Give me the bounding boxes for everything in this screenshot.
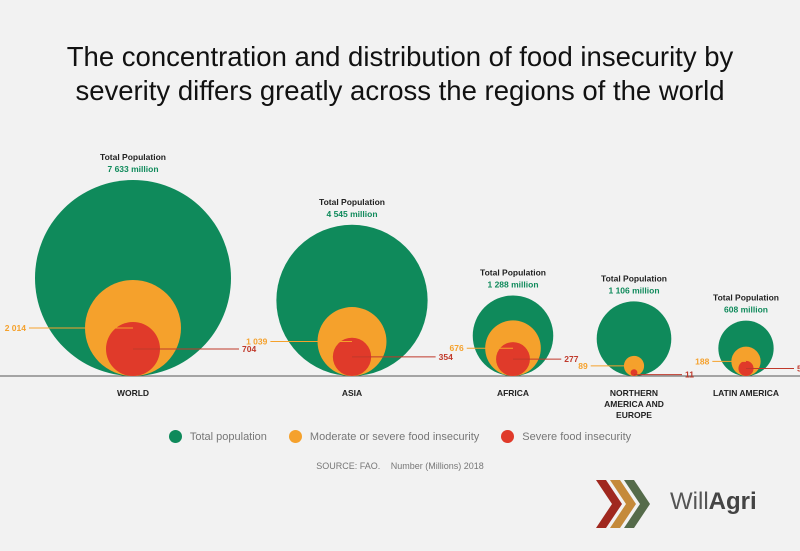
value-severe-world: 704 [242,344,256,354]
source-prefix: SOURCE: FAO. [316,461,381,471]
legend-swatch-severe [501,430,515,443]
chart-title: The concentration and distribution of fo… [0,40,800,108]
region-label-africa: AFRICA [497,388,529,398]
legend-item-moderate: Moderate or severe food insecurity [288,430,480,443]
total-value-asia: 4 545 million [326,209,377,219]
total-value-latin-america: 608 million [724,305,768,315]
bubble-total-asia [276,224,428,376]
region-label-world: WORLD [117,388,149,398]
chart-title-line-1: The concentration and distribution of fo… [66,41,734,72]
brand-name-part-1: Will [670,488,709,515]
source-note: SOURCE: FAO. Number (Millions) 2018 [0,461,800,471]
legend-label-total: Total population [189,430,267,443]
value-moderate-world: 2 014 [5,323,27,333]
legend-swatch-moderate [288,430,302,443]
total-value-africa: 1 288 million [487,279,538,289]
bubble-total-northern-america-and-europe [596,301,672,376]
legend-label-severe: Severe food insecurity [522,430,632,443]
region-label-northern-america-and-europe-line-2: AMERICA AND [604,399,664,409]
region-label-asia: ASIA [342,388,362,398]
total-label-northern-america-and-europe: Total Population [601,273,667,283]
total-label-africa: Total Population [480,267,546,277]
value-moderate-asia: 1 039 [246,337,268,347]
value-moderate-latin-america: 188 [695,356,709,366]
value-moderate-northern-america-and-europe: 89 [578,361,588,371]
value-severe-northern-america-and-europe: 11 [685,370,694,380]
value-severe-asia: 354 [439,352,453,362]
legend-item-total: Total population [168,430,267,443]
region-label-northern-america-and-europe-line-1: NORTHERN [610,388,658,398]
brand-logo: WillAgri [592,472,792,532]
total-label-world: Total Population [100,152,166,162]
bubble-total-world [35,180,231,376]
legend-item-severe: Severe food insecurity [501,430,631,443]
region-label-northern-america-and-europe-line-3: EUROPE [616,410,652,420]
total-label-latin-america: Total Population [713,293,779,303]
total-label-asia: Total Population [319,197,385,207]
value-moderate-africa: 676 [450,343,464,353]
chart-title-line-2: severity differs greatly across the regi… [75,75,725,106]
brand-name: WillAgri [670,488,757,516]
region-label-latin-america: LATIN AMERICA [713,388,779,398]
value-severe-latin-america: 55 [797,363,800,373]
legend-swatch-total [168,430,182,443]
source-units: Number (Millions) 2018 [390,461,484,471]
legend: Total population Moderate or severe food… [0,430,800,443]
total-value-world: 7 633 million [107,164,158,174]
legend-label-moderate: Moderate or severe food insecurity [309,430,480,443]
brand-name-part-2: Agri [708,488,757,515]
brand-chevron-icon [596,480,650,528]
total-value-northern-america-and-europe: 1 106 million [608,285,659,295]
value-severe-africa: 277 [564,354,578,364]
